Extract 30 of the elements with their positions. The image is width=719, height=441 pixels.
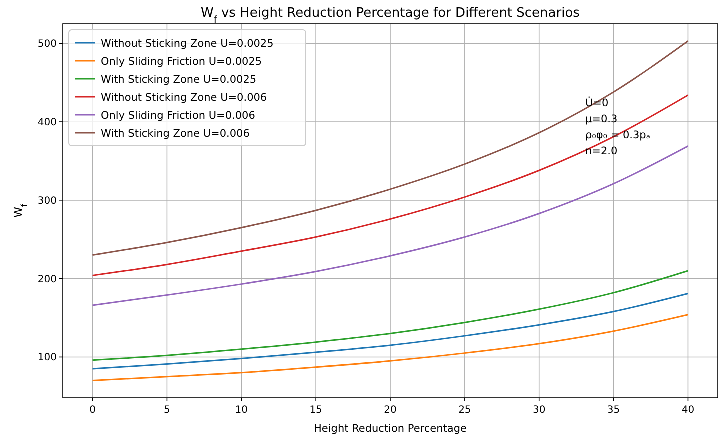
legend-label: Only Sliding Friction U=0.006 <box>101 110 256 122</box>
line-series <box>92 270 689 362</box>
y-tick-label: 400 <box>38 118 57 129</box>
legend-label: With Sticking Zone U=0.006 <box>101 128 250 140</box>
y-tick-label: 100 <box>38 352 57 364</box>
x-tick-label: 25 <box>458 405 472 416</box>
x-tick-label: 30 <box>532 405 546 416</box>
legend-label: Without Sticking Zone U=0.006 <box>101 92 268 104</box>
x-tick-label: 10 <box>235 405 248 416</box>
annotation: μ=0.3 <box>586 113 618 126</box>
x-tick-label: 0 <box>90 405 96 416</box>
x-tick-label: 35 <box>607 405 620 416</box>
legend-label: Without Sticking Zone U=0.0025 <box>101 38 274 50</box>
legend-label: With Sticking Zone U=0.0025 <box>101 74 257 86</box>
chart-title: W$_{f}$ vs Height Reduction Percentage for Different Scenarios <box>201 6 580 26</box>
x-tick-label: 20 <box>384 405 397 416</box>
line-series <box>92 292 689 370</box>
line-series <box>92 146 689 306</box>
legend-label: Only Sliding Friction U=0.0025 <box>101 56 262 68</box>
line-series <box>92 94 689 276</box>
line-series <box>92 314 689 382</box>
line-series <box>92 40 689 256</box>
y-tick-label: 200 <box>38 274 57 286</box>
x-tick-label: 15 <box>310 405 322 416</box>
x-tick-label: 40 <box>682 405 695 416</box>
y-tick-label: 300 <box>38 196 57 207</box>
x-tick-label: 5 <box>164 405 170 416</box>
y-tick-label: 500 <box>38 39 57 50</box>
x-axis-title: Height Reduction Percentage <box>314 423 467 435</box>
annotation: n=2.0 <box>586 145 618 158</box>
